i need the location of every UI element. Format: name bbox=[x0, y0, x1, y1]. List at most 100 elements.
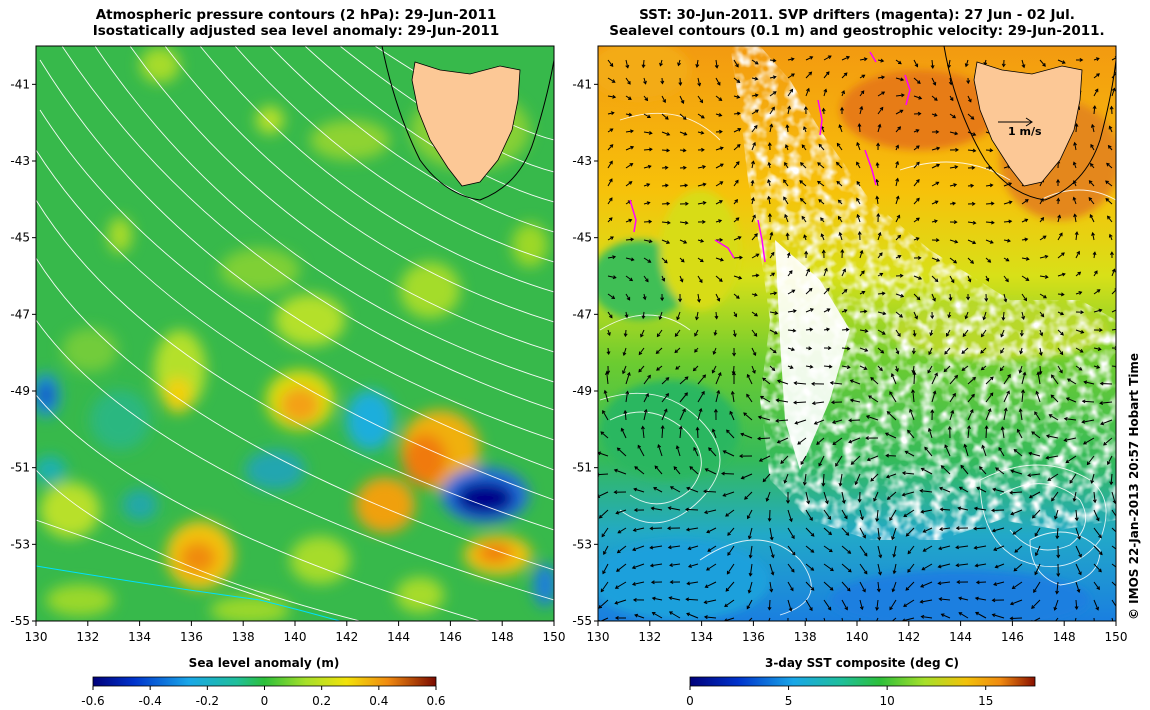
velocity-arrow bbox=[1111, 365, 1116, 367]
velocity-scale-arrow bbox=[998, 117, 1033, 127]
velocity-arrow bbox=[769, 509, 771, 521]
velocity-arrow bbox=[762, 377, 771, 385]
velocity-arrow-head bbox=[626, 371, 631, 376]
velocity-arrow-head bbox=[746, 373, 751, 378]
velocity-arrow-head bbox=[885, 474, 890, 479]
velocity-arrow bbox=[797, 437, 807, 445]
velocity-arrow bbox=[886, 473, 897, 478]
velocity-arrow bbox=[823, 55, 832, 61]
velocity-arrow bbox=[748, 581, 753, 593]
velocity-arrow bbox=[1074, 214, 1077, 223]
velocity-arrow-head bbox=[783, 479, 788, 484]
velocity-arrow bbox=[697, 202, 706, 205]
velocity-arrow bbox=[776, 399, 789, 403]
velocity-arrow-head bbox=[958, 486, 963, 491]
velocity-arrow bbox=[921, 563, 933, 571]
velocity-arrow-head bbox=[628, 218, 633, 223]
velocity-arrow bbox=[975, 563, 987, 567]
velocity-arrow bbox=[1093, 491, 1096, 503]
velocity-arrow bbox=[637, 445, 645, 457]
velocity-arrow bbox=[1111, 617, 1114, 621]
velocity-arrow bbox=[812, 401, 825, 404]
velocity-arrow-head bbox=[1009, 601, 1014, 606]
velocity-arrow bbox=[920, 599, 933, 603]
velocity-arrow-head bbox=[1009, 490, 1013, 495]
velocity-arrow bbox=[715, 275, 723, 282]
velocity-arrow bbox=[859, 90, 865, 97]
velocity-arrow-head bbox=[1043, 294, 1047, 299]
velocity-arrow bbox=[903, 599, 915, 607]
velocity-arrow-head bbox=[876, 588, 881, 593]
velocity-arrow-head bbox=[1027, 473, 1032, 478]
velocity-arrow-head bbox=[810, 549, 815, 553]
velocity-arrow-head bbox=[634, 466, 639, 470]
velocity-arrow-head bbox=[903, 603, 907, 607]
velocity-arrow bbox=[1105, 180, 1113, 187]
velocity-arrow bbox=[859, 581, 866, 592]
velocity-arrow-head bbox=[617, 529, 622, 534]
velocity-arrow bbox=[1039, 293, 1047, 299]
velocity-arrow-head bbox=[934, 278, 939, 283]
velocity-arrow-head bbox=[799, 197, 804, 202]
velocity-arrow-head bbox=[1111, 268, 1116, 273]
left-lat-tick-label: -47 bbox=[10, 307, 30, 321]
velocity-arrow-head bbox=[971, 201, 976, 206]
velocity-arrow-head bbox=[774, 330, 778, 335]
velocity-arrow bbox=[859, 509, 864, 520]
velocity-arrow bbox=[1057, 215, 1061, 223]
velocity-arrow-head bbox=[1012, 531, 1017, 535]
velocity-arrow-head bbox=[961, 350, 966, 354]
velocity-arrow bbox=[893, 545, 897, 557]
velocity-arrow bbox=[769, 365, 775, 371]
velocity-arrow-head bbox=[786, 627, 789, 630]
velocity-arrow-head bbox=[660, 425, 665, 429]
velocity-arrow bbox=[967, 426, 970, 439]
velocity-arrow-head bbox=[769, 231, 774, 236]
velocity-arrow bbox=[818, 455, 825, 467]
velocity-arrow-head bbox=[788, 270, 793, 274]
velocity-arrow bbox=[733, 293, 740, 299]
velocity-arrow bbox=[604, 390, 609, 403]
velocity-arrow-head bbox=[767, 179, 771, 184]
left-lon-tick-label: 140 bbox=[284, 630, 307, 644]
velocity-arrow-head bbox=[972, 240, 977, 245]
velocity-arrow-head bbox=[901, 492, 906, 497]
velocity-arrow bbox=[1046, 435, 1059, 439]
velocity-arrow-head bbox=[966, 80, 971, 85]
velocity-arrow-head bbox=[600, 588, 605, 593]
velocity-arrow bbox=[1000, 329, 1005, 337]
velocity-arrow bbox=[697, 408, 702, 421]
velocity-arrow-head bbox=[645, 278, 649, 283]
velocity-arrow-head bbox=[1099, 401, 1104, 405]
velocity-arrow bbox=[697, 183, 706, 187]
velocity-arrow-head bbox=[861, 290, 866, 295]
sla-colorbar-tick-label: -0.6 bbox=[81, 694, 104, 708]
velocity-arrow-head bbox=[800, 162, 804, 166]
velocity-arrow bbox=[747, 374, 753, 385]
left-lon-tick-label: 138 bbox=[232, 630, 255, 644]
velocity-arrow bbox=[822, 473, 825, 486]
velocity-arrow-head bbox=[700, 130, 705, 135]
velocity-arrow bbox=[859, 365, 867, 370]
velocity-arrow-head bbox=[772, 75, 777, 80]
velocity-arrow-head bbox=[610, 111, 615, 116]
velocity-arrow bbox=[607, 59, 614, 67]
velocity-arrow bbox=[859, 599, 863, 610]
velocity-arrow-head bbox=[662, 99, 666, 104]
velocity-arrow bbox=[607, 275, 616, 279]
velocity-arrow bbox=[1075, 329, 1084, 334]
left-axes: 130 132 134 136 138 140 142 144 146 148 150-41-43-… bbox=[10, 77, 565, 644]
velocity-arrow-head bbox=[616, 447, 621, 452]
velocity-arrow-head bbox=[1033, 589, 1037, 594]
velocity-arrow-head bbox=[800, 461, 805, 466]
velocity-arrow bbox=[600, 431, 609, 439]
velocity-arrow-head bbox=[625, 390, 630, 395]
velocity-arrow bbox=[805, 581, 815, 591]
velocity-arrow bbox=[895, 178, 899, 187]
right-axes: 130 132 134 136 138 140 142 144 146 148 150-41-43-… bbox=[572, 77, 1127, 644]
velocity-arrow bbox=[823, 545, 833, 553]
velocity-arrow bbox=[832, 419, 843, 424]
velocity-arrow-head bbox=[1117, 550, 1120, 553]
velocity-arrow-head bbox=[660, 297, 665, 302]
velocity-arrow-head bbox=[1025, 277, 1030, 281]
